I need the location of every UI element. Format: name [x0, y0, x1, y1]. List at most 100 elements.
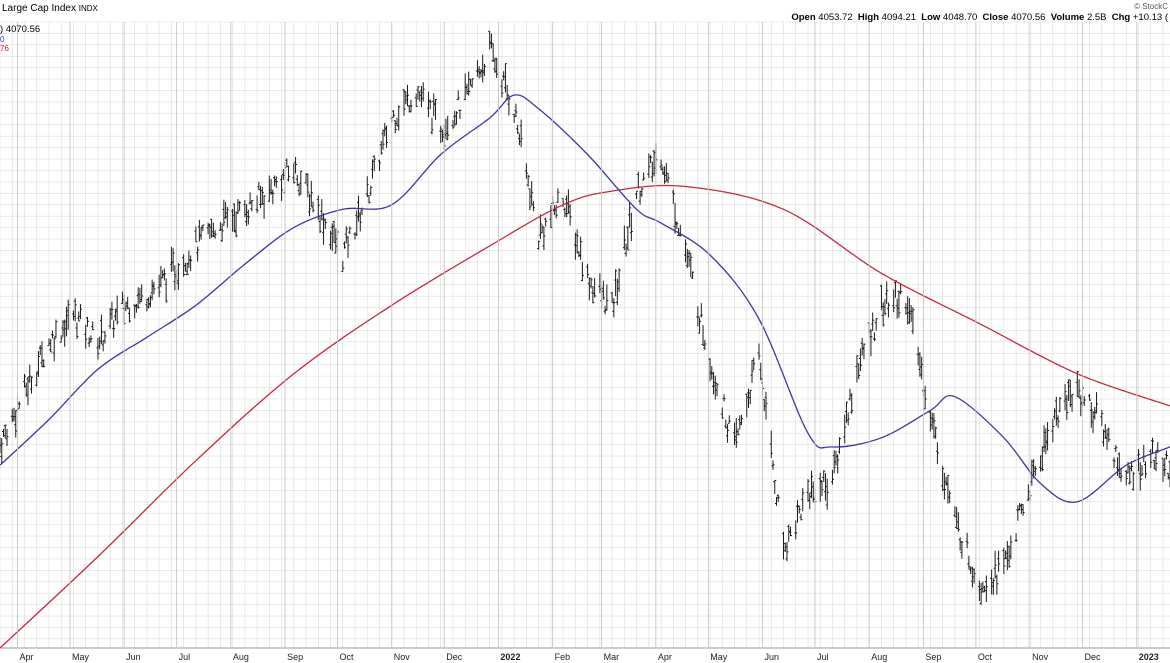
ohlc-bar	[899, 283, 903, 295]
ohlc-bar	[89, 335, 93, 343]
ohlc-bar	[740, 414, 744, 425]
ohlc-bar	[323, 218, 327, 230]
ohlc-bar	[238, 200, 242, 211]
ohlc-bar	[418, 91, 422, 102]
ohlc-bar	[348, 226, 352, 235]
index-name: Large Cap Index	[2, 3, 76, 14]
ohlc-bar	[29, 376, 33, 394]
ohlc-bar	[365, 176, 369, 198]
ohlc-bar	[343, 241, 347, 249]
ohlc-bar	[775, 496, 779, 506]
chg-label: Chg	[1111, 12, 1131, 23]
ohlc-bar	[73, 298, 77, 322]
ohlc-bar	[872, 332, 876, 342]
ohlc-bar	[344, 226, 348, 244]
ohlc-bar	[823, 473, 827, 501]
ohlc-bar	[671, 189, 675, 204]
ohlc-bar	[108, 307, 112, 329]
x-tick-label: Mar	[604, 652, 620, 662]
chart-title: Large Cap Index INDX	[2, 3, 98, 14]
ohlc-bar	[482, 63, 486, 76]
ohlc-bar	[923, 385, 927, 410]
ohlc-bar	[773, 479, 777, 494]
ohlc-bar	[280, 175, 284, 201]
ohlc-bar	[467, 71, 471, 96]
ohlc-bar	[134, 303, 138, 313]
ohlc-bar	[28, 364, 32, 383]
ohlc-bar	[953, 506, 957, 518]
ohlc-bar	[650, 161, 654, 183]
ohlc-bar	[1065, 394, 1069, 420]
ohlc-bar	[40, 341, 44, 368]
ohlc-bar	[699, 303, 703, 318]
ohlc-bar	[647, 153, 651, 178]
ohlc-bar	[182, 254, 186, 277]
ohlc-bar	[353, 232, 357, 240]
ohlc-bar	[869, 329, 873, 357]
ohlc-bar	[724, 419, 728, 429]
ohlc-bar	[514, 103, 518, 117]
ohlc-bar	[299, 170, 303, 195]
ohlc-bar	[0, 438, 4, 464]
ohlc-bar	[1103, 423, 1107, 439]
ohlc-bar	[201, 224, 205, 232]
ohlc-bar	[488, 30, 492, 50]
ohlc-bar	[463, 73, 467, 101]
x-tick-label: 2023	[1139, 652, 1159, 662]
ohlc-bar	[1040, 446, 1044, 472]
ohlc-bar	[234, 211, 238, 238]
ohlc-bar	[248, 192, 252, 205]
ohlc-bar	[379, 141, 383, 155]
ohlc-bar	[171, 248, 175, 272]
ohlc-bar	[500, 79, 504, 98]
ohlc-bar	[75, 322, 79, 340]
ohlc-bar	[519, 119, 523, 148]
ohlc-bar	[419, 86, 423, 108]
ohlc-bar	[309, 180, 313, 207]
ohlc-bar	[115, 295, 119, 325]
ohlc-bar	[568, 204, 572, 226]
ohlc-bar	[733, 422, 737, 445]
ohlc-bar	[893, 280, 897, 298]
ohlc-bar	[1124, 469, 1128, 486]
ohlc-bar	[636, 171, 640, 189]
ohlc-bar	[858, 348, 862, 372]
ohlc-bar	[591, 285, 595, 304]
ohlc-bar	[836, 454, 840, 474]
x-tick-label: Oct	[978, 652, 993, 662]
ohlc-bar	[91, 321, 95, 331]
low-label: Low	[921, 12, 941, 23]
x-tick-label: Dec	[446, 652, 463, 662]
ohlc-bar	[638, 190, 642, 205]
ohlc-bar	[1026, 484, 1030, 501]
ohlc-bar	[727, 415, 731, 424]
moving-average-lines	[0, 94, 1170, 649]
ohlc-bar	[563, 207, 567, 218]
ohlc-bar	[544, 217, 548, 227]
ohlc-bar	[664, 162, 668, 182]
ohlc-bar	[416, 85, 420, 100]
ohlc-bar	[1144, 461, 1148, 479]
ohlc-bar	[750, 360, 754, 383]
ohlc-bar	[850, 393, 854, 414]
ohlc-bar	[495, 57, 499, 79]
ohlc-bar	[610, 291, 614, 304]
ohlc-bar	[736, 428, 740, 436]
ohlc-bar	[1063, 384, 1067, 411]
close-value: 4070.56	[1011, 12, 1046, 23]
ohlc-bar	[358, 211, 362, 232]
ohlc-bar	[255, 195, 259, 214]
ohlc-bar	[946, 474, 950, 504]
ohlc-bar	[825, 478, 829, 510]
ohlc-bar	[273, 175, 277, 187]
ohlc-bar	[687, 250, 691, 267]
ohlc-bar	[1077, 379, 1081, 399]
ohlc-bar	[470, 78, 474, 88]
ohlc-bar	[843, 414, 847, 444]
ohlc-bar	[112, 320, 116, 338]
ohlc-bar	[659, 159, 663, 171]
open-value: 4053.72	[818, 12, 853, 23]
ohlc-bar	[451, 120, 455, 129]
ohlc-bar	[250, 199, 254, 212]
ohlc-bar	[881, 302, 885, 327]
